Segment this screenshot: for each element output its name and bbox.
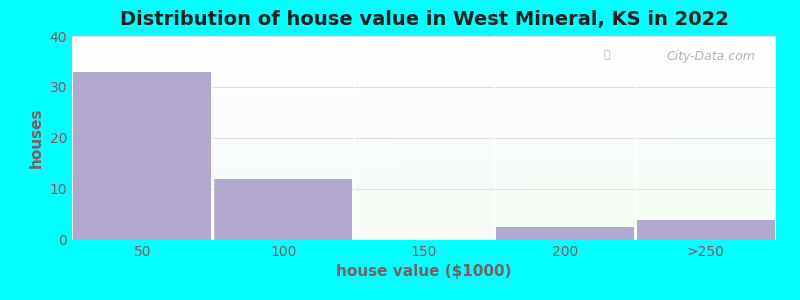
Bar bbox=[214, 179, 352, 240]
Bar bbox=[74, 72, 211, 240]
Text: City-Data.com: City-Data.com bbox=[666, 50, 755, 63]
Y-axis label: houses: houses bbox=[29, 108, 44, 168]
X-axis label: house value ($1000): house value ($1000) bbox=[336, 264, 512, 279]
Text: 🔍: 🔍 bbox=[603, 50, 610, 60]
Bar bbox=[496, 227, 634, 240]
Title: Distribution of house value in West Mineral, KS in 2022: Distribution of house value in West Mine… bbox=[119, 10, 729, 29]
Bar bbox=[637, 220, 774, 240]
